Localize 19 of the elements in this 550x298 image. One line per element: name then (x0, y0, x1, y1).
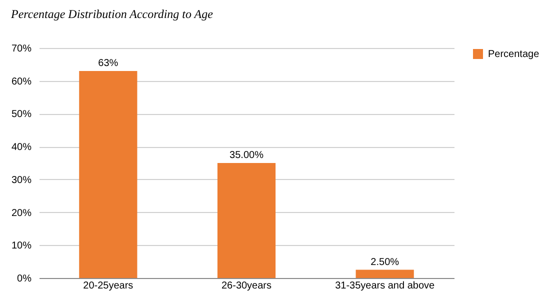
x-tick-label: 26-30years (221, 280, 272, 292)
y-tick-label: 70% (11, 44, 32, 54)
y-tick-label: 0% (17, 274, 32, 284)
x-tick-label: 20-25years (83, 280, 134, 292)
y-tick-label: 10% (11, 240, 32, 252)
y-tick-label: 40% (11, 142, 32, 154)
bar (79, 71, 138, 278)
y-tick-label: 20% (11, 208, 32, 219)
data-label: 63% (98, 58, 118, 69)
bar (217, 163, 276, 278)
y-tick-label: 50% (11, 109, 32, 120)
y-tick-label: 60% (11, 76, 32, 88)
legend-label: Percentage (488, 49, 540, 60)
x-tick-label: 31-35years and above (335, 280, 436, 292)
y-tick-label: 30% (11, 174, 32, 186)
data-label: 2.50% (370, 256, 400, 268)
bar (356, 270, 414, 278)
data-label: 35.00% (230, 150, 264, 161)
chart-title: Percentage Distribution According to Age (10, 7, 214, 21)
